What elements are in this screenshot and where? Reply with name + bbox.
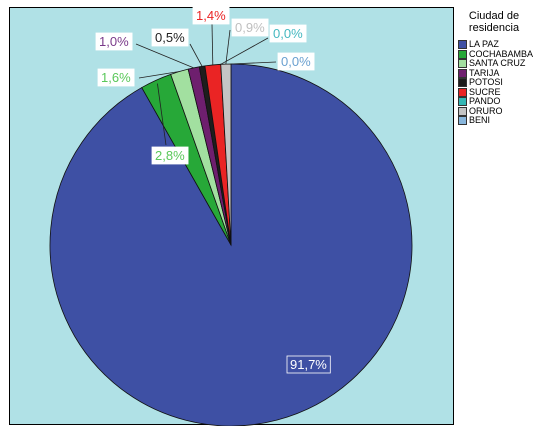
legend-label-santa-cruz: SANTA CRUZ [469,58,526,68]
legend-label-tarija: TARIJA [469,67,500,78]
leader-line-sucre [211,23,214,65]
label-text-beni: 0,0% [281,54,311,69]
label-potosi: 0,5% [151,28,189,47]
label-box-oruro [231,18,269,37]
label-tarija: 1,0% [95,32,133,51]
label-text-la-paz: 91,7% [290,357,327,372]
legend-swatch-sucre [458,87,467,97]
label-box-sucre [192,6,230,25]
legend-swatch-oruro [458,106,467,116]
legend-item-oruro: ORURO [458,105,535,117]
leader-line-beni [230,61,277,65]
label-text-tarija: 1,0% [99,34,129,49]
label-text-pando: 0,0% [273,26,303,41]
label-text-cochabamba: 2,8% [155,148,185,163]
legend-swatch-pando [458,97,467,107]
label-text-sucre: 1,4% [196,8,226,23]
legend-swatch-potosi [458,78,467,88]
label-beni: 0,0% [277,52,315,71]
slice-labels: 91,7% 2,8% 1,6% 1,0% 0,5% 1,4% 0,0% 0,9% 0,0% [95,6,331,374]
legend-swatch-cochabamba [458,49,467,59]
leader-line-tarija [135,43,194,69]
label-pando: 0,0% [269,24,307,43]
legend-items: LA PAZ COCHABAMBA SANTA CRUZ TARIJA POTOSI SU… [455,39,535,126]
legend-swatch-santa-cruz [458,59,467,69]
label-text-santa-cruz: 1,6% [101,70,131,85]
leader-line-cochabamba-inner [157,83,167,146]
legend-item-potosi: POTOSI [458,77,535,88]
legend-swatch-beni [458,116,467,126]
label-box-beni [277,52,315,71]
legend: Ciudad de residencia LA PAZ COCHABAMBA SAN… [455,10,535,126]
label-sucre: 1,4% [192,6,230,25]
legend-label-cochabamba: COCHABAMBA [469,48,534,59]
legend-item-la-paz: LA PAZ [458,39,535,50]
legend-item-tarija: TARIJA [458,67,535,79]
label-box-cochabamba [151,146,189,165]
legend-label-oruro: ORURO [469,105,503,116]
legend-item-santa-cruz: SANTA CRUZ [458,58,535,69]
label-box-pando [269,24,307,43]
label-box-santa-cruz [97,68,135,87]
pie-slices [49,63,413,426]
label-text-potosi: 0,5% [155,30,185,45]
leader-line-potosi [189,43,203,67]
label-cochabamba: 2,8% [151,146,189,165]
legend-title-line-2: residencia [468,22,520,34]
legend-swatch-la-paz [458,40,467,50]
leader-line-pando [220,37,269,65]
legend-title-line-1: Ciudad de [468,10,520,22]
legend-item-cochabamba: COCHABAMBA [458,48,535,60]
legend-title: Ciudad de residencia [455,10,533,34]
legend-label-la-paz: LA PAZ [469,39,499,49]
label-santa-cruz: 1,6% [97,68,135,87]
label-la-paz: 91,7% [286,355,331,374]
label-box-potosi [151,28,189,47]
legend-label-sucre: SUCRE [469,86,501,97]
label-text-oruro: 0,9% [235,20,265,35]
legend-item-pando: PANDO [458,96,535,107]
leader-line-oruro [225,29,231,65]
legend-label-pando: PANDO [469,96,501,106]
legend-label-potosi: POTOSI [469,77,503,87]
leader-line-santa-cruz [138,71,180,79]
label-box-la-paz [286,355,331,374]
legend-label-beni: BENI [469,115,491,125]
legend-swatch-tarija [458,68,467,78]
label-box-tarija [95,32,133,51]
label-oruro: 0,9% [231,18,269,37]
legend-item-sucre: SUCRE [458,86,535,98]
legend-item-beni: BENI [458,115,535,126]
